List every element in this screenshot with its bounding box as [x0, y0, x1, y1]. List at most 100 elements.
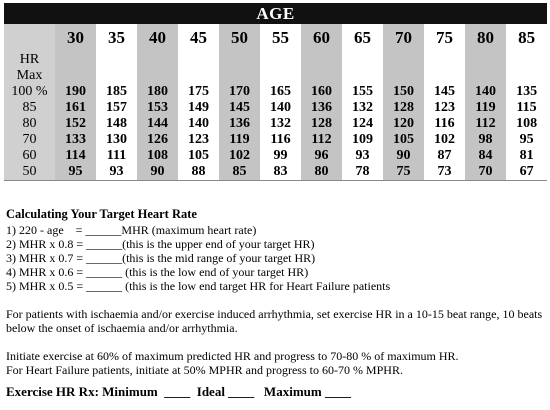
hr-value-cell: 124 [342, 116, 383, 132]
hr-value-cell: 128 [301, 116, 342, 132]
hr-value-cell: 96 [301, 148, 342, 164]
hr-value-cell: 115 [506, 100, 548, 116]
age-cell: 30 [55, 24, 96, 52]
hr-value-cell: 88 [178, 164, 219, 181]
spacer-cell [383, 68, 424, 84]
hr-value-cell: 153 [137, 100, 178, 116]
hr-row: 100 % 190 185 180 175 170 165 160 155 150 145 140 13… [4, 84, 548, 100]
hr-value-cell: 70 [465, 164, 506, 181]
age-cell: 60 [301, 24, 342, 52]
age-cell: 70 [383, 24, 424, 52]
spacer-cell [342, 68, 383, 84]
hr-value-cell: 180 [137, 84, 178, 100]
spacer-cell [301, 52, 342, 68]
hr-value-cell: 175 [178, 84, 219, 100]
age-cell: 35 [96, 24, 137, 52]
hr-value-cell: 95 [55, 164, 96, 181]
hr-value-cell: 150 [383, 84, 424, 100]
spacer-cell [424, 52, 465, 68]
spacer-cell [137, 52, 178, 68]
spacer-cell [260, 68, 301, 84]
label-row-max: Max [4, 68, 548, 84]
hr-value-cell: 85 [219, 164, 260, 181]
hr-value-cell: 108 [137, 148, 178, 164]
hr-value-cell: 135 [506, 84, 548, 100]
age-header: AGE [4, 3, 548, 24]
hr-value-cell: 144 [137, 116, 178, 132]
percent-label: 80 [4, 116, 55, 132]
hr-value-cell: 116 [424, 116, 465, 132]
hr-row: 60 114 111 108 105 102 99 96 93 90 87 84 81 [4, 148, 548, 164]
hr-value-cell: 109 [342, 132, 383, 148]
hr-value-cell: 126 [137, 132, 178, 148]
max-label: Max [4, 68, 55, 84]
hr-value-cell: 170 [219, 84, 260, 100]
hr-value-cell: 90 [137, 164, 178, 181]
step-5: 5) MHR x 0.5 = ______ (this is the low e… [6, 279, 391, 293]
corner-cell [4, 24, 55, 52]
hr-value-cell: 161 [55, 100, 96, 116]
hr-row: 80 152 148 144 140 136 132 128 124 120 116 112 108 [4, 116, 548, 132]
hr-value-cell: 157 [96, 100, 137, 116]
step-4: 4) MHR x 0.6 = ______ (this is the low e… [6, 265, 309, 279]
spacer-cell [465, 68, 506, 84]
spacer-cell [342, 52, 383, 68]
hr-value-cell: 116 [260, 132, 301, 148]
age-cell: 65 [342, 24, 383, 52]
spacer-cell [506, 52, 548, 68]
hr-value-cell: 83 [260, 164, 301, 181]
hr-row: 70 133 130 126 123 119 116 112 109 105 102 98 95 [4, 132, 548, 148]
hr-value-cell: 84 [465, 148, 506, 164]
hr-value-cell: 98 [465, 132, 506, 148]
spacer-cell [219, 52, 260, 68]
spacer-cell [178, 68, 219, 84]
step-3: 3) MHR x 0.7 = ______(this is the mid ra… [6, 251, 316, 265]
hr-value-cell: 130 [96, 132, 137, 148]
hr-value-cell: 87 [424, 148, 465, 164]
initiate-exercise-line: Initiate exercise at 60% of maximum pred… [6, 349, 459, 363]
ischaemia-paragraph: For patients with ischaemia and/or exerc… [6, 307, 543, 335]
hr-value-cell: 145 [424, 84, 465, 100]
age-cell: 85 [506, 24, 548, 52]
age-values-row: 30 35 40 45 50 55 60 65 70 75 80 85 [4, 24, 548, 52]
hr-value-cell: 81 [506, 148, 548, 164]
hr-value-cell: 136 [301, 100, 342, 116]
hr-value-cell: 120 [383, 116, 424, 132]
hr-value-cell: 119 [219, 132, 260, 148]
hr-value-cell: 105 [178, 148, 219, 164]
hr-value-cell: 75 [383, 164, 424, 181]
hr-value-cell: 152 [55, 116, 96, 132]
hr-value-cell: 102 [424, 132, 465, 148]
step-2: 2) MHR x 0.8 = ______(this is the upper … [6, 237, 315, 251]
age-cell: 50 [219, 24, 260, 52]
percent-label: 70 [4, 132, 55, 148]
hr-value-cell: 165 [260, 84, 301, 100]
hr-value-cell: 99 [260, 148, 301, 164]
hr-label: HR [4, 52, 55, 68]
target-heart-rate-table: AGE 30 35 40 45 50 55 60 65 70 75 80 85 HR Max 100 %… [4, 3, 548, 181]
instructions-title: Calculating Your Target Heart Rate [6, 207, 197, 221]
hr-value-cell: 123 [178, 132, 219, 148]
spacer-cell [96, 68, 137, 84]
spacer-cell [55, 52, 96, 68]
age-cell: 80 [465, 24, 506, 52]
hr-value-cell: 111 [96, 148, 137, 164]
percent-label: 85 [4, 100, 55, 116]
hr-value-cell: 102 [219, 148, 260, 164]
label-row-hr: HR [4, 52, 548, 68]
hr-value-cell: 114 [55, 148, 96, 164]
spacer-cell [506, 68, 548, 84]
hr-value-cell: 80 [301, 164, 342, 181]
hr-value-cell: 93 [96, 164, 137, 181]
age-cell: 75 [424, 24, 465, 52]
hr-value-cell: 140 [465, 84, 506, 100]
spacer-cell [55, 68, 96, 84]
hr-value-cell: 148 [96, 116, 137, 132]
spacer-cell [178, 52, 219, 68]
spacer-cell [465, 52, 506, 68]
hr-value-cell: 190 [55, 84, 96, 100]
hr-value-cell: 93 [342, 148, 383, 164]
hr-row: 50 95 93 90 88 85 83 80 78 75 73 70 67 [4, 164, 548, 181]
hr-value-cell: 132 [260, 116, 301, 132]
hr-row: 85 161 157 153 149 145 140 136 132 128 123 119 115 [4, 100, 548, 116]
